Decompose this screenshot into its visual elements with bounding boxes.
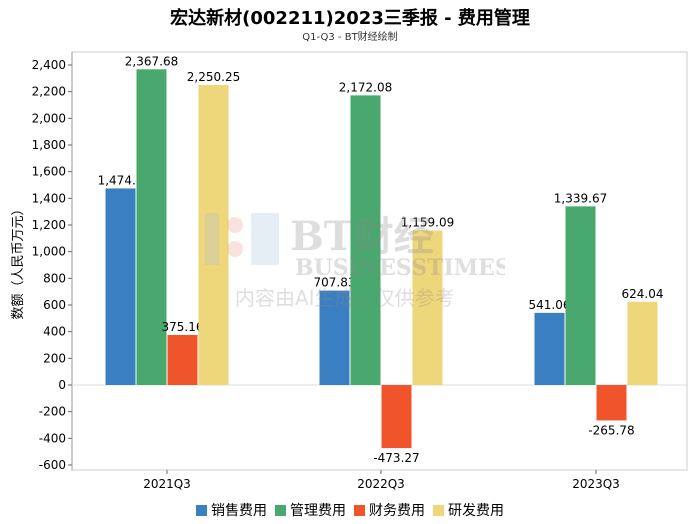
y-tick-label: 800 [43,271,66,285]
watermark-logo-dot [227,217,243,233]
legend-item: 销售费用 [196,500,267,520]
watermark-logo-block [251,213,279,265]
y-tick-label: -600 [39,458,66,472]
bar-销售费用 [534,312,565,385]
legend-swatch [196,505,207,516]
data-label: 1,474.2 [98,173,144,187]
bar-研发费用 [627,301,658,385]
bar-研发费用 [412,230,443,385]
legend: 销售费用 管理费用 财务费用 研发费用 [0,500,700,520]
bar-财务费用 [167,334,198,385]
y-tick-label: -400 [39,431,66,445]
bar-管理费用 [136,69,167,386]
y-tick-label: 1,400 [32,191,66,205]
chart-subtitle: Q1-Q3 - BT财经绘制 [302,32,398,43]
data-label: 2,367.68 [125,54,178,68]
y-axis-label: 数额（人民币万元） [11,202,26,319]
data-label: 624.04 [622,287,664,301]
watermark: BT财经 BUSINESSTIMES 内容由AI生成，仅供参考 [205,213,505,310]
y-tick-label: 1,800 [32,138,66,152]
y-tick-label: 200 [43,351,66,365]
legend-label: 管理费用 [290,503,346,519]
legend-label: 财务费用 [369,503,425,519]
watermark-brand-cn: BT财经 [290,213,434,260]
bar-销售费用 [319,290,350,385]
legend-item: 研发费用 [433,500,504,520]
y-tick-label: 1,000 [32,245,66,259]
legend-label: 研发费用 [448,503,504,519]
y-tick-label: 2,400 [32,58,66,72]
data-label: 375.16 [162,320,204,334]
y-tick-label: 2,200 [32,85,66,99]
bar-销售费用 [105,188,136,385]
data-label: -265.78 [588,423,634,437]
y-tick-label: 0 [58,378,66,392]
data-label: 1,159.09 [401,215,454,229]
legend-item: 财务费用 [354,500,425,520]
x-tick-label: 2021Q3 [143,477,191,491]
legend-swatch [433,505,444,516]
legend-swatch [275,505,286,516]
legend-swatch [354,505,365,516]
legend-item: 管理费用 [275,500,346,520]
bar-管理费用 [565,206,596,385]
x-tick-label: 2022Q3 [357,477,405,491]
bar-财务费用 [596,385,627,421]
y-tick-label: 1,600 [32,165,66,179]
data-label: 1,339.67 [554,191,607,205]
watermark-note: 内容由AI生成，仅供参考 [235,286,455,310]
watermark-brand-en: BUSINESSTIMES [295,255,505,281]
bar-研发费用 [198,84,229,385]
watermark-logo-bar [205,213,219,265]
bar-财务费用 [381,385,412,449]
bar-管理费用 [350,95,381,385]
y-tick-label: 400 [43,325,66,339]
chart-title: 宏达新材(002211)2023三季报 - 费用管理 [170,8,530,29]
y-tick-label: 2,000 [32,111,66,125]
x-tick-label: 2023Q3 [572,477,620,491]
data-label: -473.27 [373,451,419,465]
data-label: 2,172.08 [339,80,392,94]
y-tick-label: 600 [43,298,66,312]
watermark-logo-dot [227,241,243,257]
y-tick-label: 1,200 [32,218,66,232]
data-label: 2,250.25 [187,70,240,84]
data-label: 707.83 [314,276,356,290]
y-tick-label: -200 [39,405,66,419]
data-label: 541.06 [529,298,571,312]
legend-label: 销售费用 [211,503,267,519]
